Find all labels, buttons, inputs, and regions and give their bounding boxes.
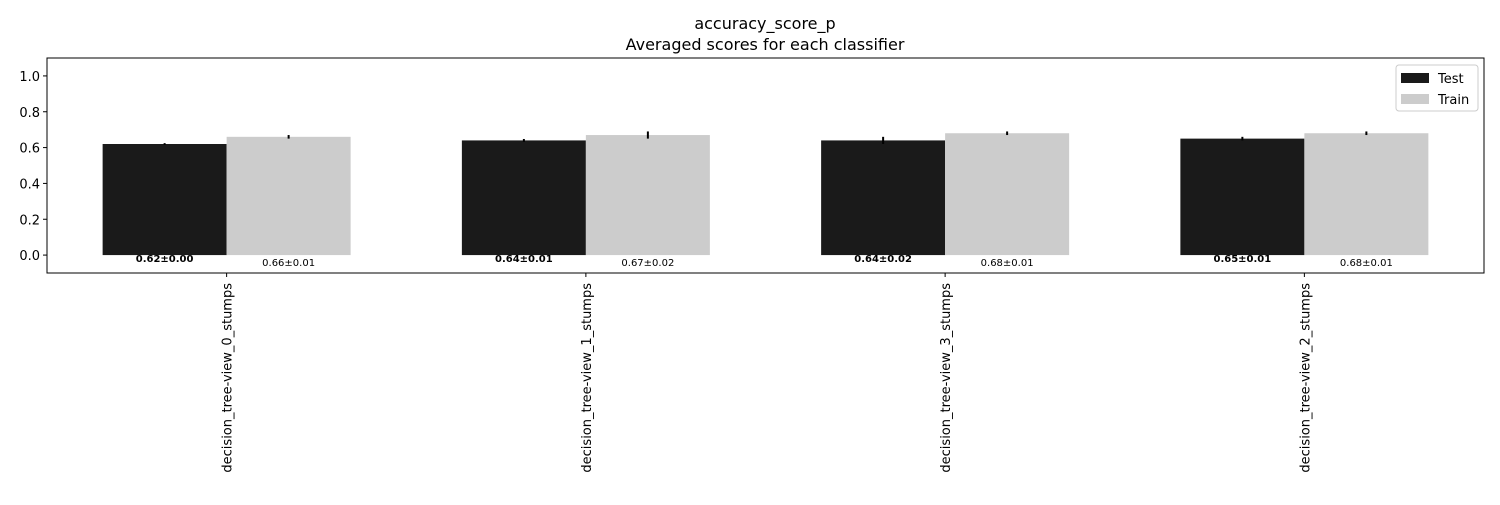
bar-train-2 (585, 135, 710, 256)
x-tick-label-4: decision_tree-view_2_stumps (1298, 283, 1313, 473)
data-label-train-2: 0.67±0.02 (621, 258, 674, 269)
y-tick-label-6: 1.0 (19, 70, 40, 85)
x-tick-label-2: decision_tree-view_1_stumps (580, 283, 595, 473)
bar-test-2 (461, 140, 586, 256)
chart-marks: 0.62±0.00 0.66±0.01 0.64±0.01 0.67±0.02 0.64… (102, 131, 1429, 269)
chart-subtitle: Averaged scores for each classifier (626, 35, 905, 54)
legend-label-test: Test (1437, 72, 1464, 87)
y-tick-label-3: 0.4 (19, 177, 40, 192)
y-tick-label-1: 0.0 (19, 249, 40, 264)
x-tick-label-1: decision_tree-view_0_stumps (221, 283, 236, 473)
data-label-test-3: 0.64±0.02 (854, 254, 912, 265)
legend-swatch-test (1401, 73, 1429, 83)
bar-train-3 (945, 133, 1070, 256)
x-tick-label-3: decision_tree-view_3_stumps (939, 283, 954, 473)
bar-train-1 (226, 136, 351, 256)
data-label-train-4: 0.68±0.01 (1340, 258, 1393, 269)
chart-title: accuracy_score_p (694, 14, 835, 34)
data-label-train-1: 0.66±0.01 (262, 258, 315, 269)
legend-label-train: Train (1437, 93, 1469, 108)
data-label-test-4: 0.65±0.01 (1214, 254, 1272, 265)
bar-train-4 (1304, 133, 1429, 256)
plot-frame (46, 57, 1485, 274)
y-tick-label-4: 0.6 (19, 142, 40, 157)
data-label-train-3: 0.68±0.01 (981, 258, 1034, 269)
legend-swatch-train (1401, 94, 1429, 104)
chart-legend: Test Train (1395, 64, 1479, 112)
data-label-test-2: 0.64±0.01 (495, 254, 553, 265)
y-tick-label-2: 0.2 (19, 213, 40, 228)
chart-axes: decision_tree-view_0_stumps decision_tree… (19, 70, 1313, 473)
data-label-test-1: 0.62±0.00 (136, 254, 194, 265)
y-tick-label-5: 0.8 (19, 106, 40, 121)
bar-test-4 (1180, 138, 1305, 256)
bar-test-1 (102, 144, 227, 256)
bar-test-3 (821, 140, 946, 256)
